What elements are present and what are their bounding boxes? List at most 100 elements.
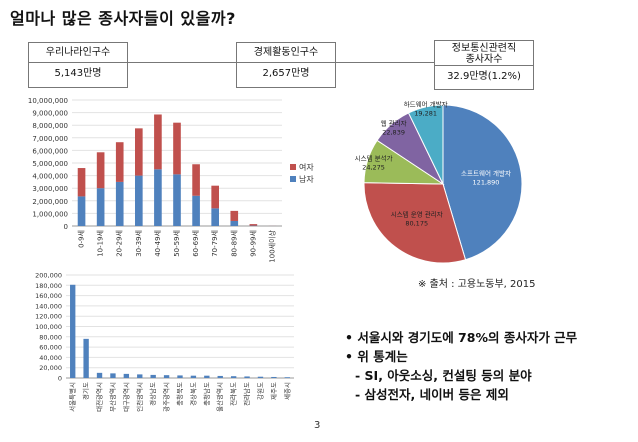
box-connector bbox=[128, 62, 236, 63]
y-tick-label: 9,000,000 bbox=[32, 110, 68, 118]
x-tick-label: 80-89세 bbox=[229, 230, 238, 257]
y-tick-label: 60,000 bbox=[39, 344, 62, 352]
pie-slice bbox=[442, 104, 523, 261]
legend-label: 여자 bbox=[299, 162, 314, 172]
pie-slice-label: 소프트웨어 개발자 bbox=[461, 169, 511, 178]
pie-slice-value: 24,275 bbox=[362, 163, 385, 171]
bar-남자 bbox=[230, 220, 239, 226]
bar-region bbox=[271, 376, 277, 378]
y-tick-label: 7,000,000 bbox=[32, 135, 68, 143]
bullet-item: • 위 통계는 bbox=[345, 349, 408, 364]
bar-region bbox=[70, 284, 76, 378]
bar-여자 bbox=[154, 114, 162, 170]
bullet-list: • 서울시와 경기도에 78%의 종사자가 근무 • 위 통계는 - SI, 아… bbox=[345, 328, 577, 404]
x-tick-label: 90-99세 bbox=[248, 230, 257, 257]
y-tick-label: 10,000,000 bbox=[28, 97, 68, 105]
y-tick-label: 180,000 bbox=[35, 282, 62, 290]
economic-population-box: 경제활동인구수 2,657만명 bbox=[236, 42, 336, 88]
bar-여자 bbox=[192, 164, 200, 196]
bar-region bbox=[96, 372, 103, 378]
bullet-subitem: - 삼성전자, 네이버 등은 제외 bbox=[355, 387, 509, 402]
pie-slice-label: 시스템 분석가 bbox=[355, 153, 393, 162]
y-tick-label: 5,000,000 bbox=[32, 160, 68, 168]
bar-region bbox=[110, 373, 116, 378]
x-tick-label: 100세이상 bbox=[267, 229, 276, 262]
bar-region bbox=[244, 376, 250, 378]
x-tick-label: 10-19세 bbox=[96, 230, 105, 257]
bar-region bbox=[163, 375, 170, 378]
bar-region bbox=[217, 375, 223, 378]
x-tick-label: 대구광역시 bbox=[121, 382, 130, 412]
bar-여자 bbox=[230, 210, 239, 221]
x-tick-label: 40-49세 bbox=[153, 230, 162, 257]
x-tick-label: 70-79세 bbox=[210, 230, 219, 257]
x-tick-label: 경기도 bbox=[81, 382, 90, 400]
bar-region bbox=[137, 374, 143, 378]
pie-slice-value: 22,839 bbox=[382, 129, 405, 137]
population-box: 우리나라인구수 5,143만명 bbox=[28, 42, 128, 88]
bar-남자 bbox=[135, 175, 143, 226]
ict-workers-label-line1: 정보통신관련직 bbox=[451, 43, 517, 54]
x-tick-label: 충청북도 bbox=[175, 382, 184, 406]
y-tick-label: 4,000,000 bbox=[32, 173, 68, 181]
bar-남자 bbox=[115, 181, 124, 226]
pie-slice-label: 하드웨어 개발자 bbox=[404, 100, 448, 109]
y-tick-label: 160,000 bbox=[35, 292, 62, 300]
y-tick-label: 100,000 bbox=[35, 323, 62, 331]
x-tick-label: 광주광역시 bbox=[162, 382, 171, 412]
pie-slice bbox=[407, 104, 444, 185]
legend-label: 남자 bbox=[299, 175, 314, 184]
bar-여자 bbox=[249, 224, 258, 226]
bar-남자 bbox=[211, 208, 219, 226]
bar-region bbox=[123, 373, 130, 378]
x-tick-label: 울산광역시 bbox=[215, 382, 224, 412]
bar-남자 bbox=[77, 196, 86, 226]
region-workers-chart: 0 20,000 40,000 60,000 80,000 100,000 120,000 1… bbox=[35, 272, 294, 412]
x-tick-label: 강원도 bbox=[255, 382, 264, 400]
bar-region bbox=[177, 375, 183, 378]
box-connector bbox=[336, 62, 434, 63]
x-tick-label: 세종시 bbox=[282, 382, 291, 400]
y-tick-label: 120,000 bbox=[35, 313, 62, 321]
x-tick-label: 경상북도 bbox=[188, 382, 197, 406]
x-tick-label: 30-39세 bbox=[134, 230, 143, 257]
bar-region bbox=[257, 376, 264, 378]
bar-여자 bbox=[96, 152, 105, 189]
y-tick-label: 3,000,000 bbox=[32, 185, 68, 193]
x-tick-label: 대전광역시 bbox=[95, 382, 104, 412]
pie-slice-label: 시스템 운영 관리자 bbox=[391, 210, 443, 219]
bullet-item: • 서울시와 경기도에 78%의 종사자가 근무 bbox=[345, 330, 578, 345]
bar-남자 bbox=[154, 169, 162, 226]
population-label: 우리나라인구수 bbox=[29, 43, 127, 63]
pie-slice-label: 웹 관리자 bbox=[381, 119, 407, 128]
bar-여자 bbox=[115, 142, 124, 182]
x-tick-label: 0-9세 bbox=[77, 230, 86, 248]
pie-slice bbox=[363, 182, 467, 264]
bar-남자 bbox=[192, 195, 200, 226]
ict-workers-label-line2: 종사자수 bbox=[465, 54, 503, 65]
bar-region bbox=[83, 338, 89, 378]
pie-slice-value: 121,890 bbox=[473, 179, 500, 187]
y-tick-label: 8,000,000 bbox=[32, 122, 68, 130]
y-tick-label: 0 bbox=[58, 375, 62, 383]
population-value: 5,143만명 bbox=[54, 68, 102, 79]
source-note: ※ 출처 : 고용노동부, 2015 bbox=[418, 279, 536, 290]
x-tick-label: 부산광역시 bbox=[108, 382, 117, 412]
bar-region bbox=[230, 376, 237, 378]
economic-population-value: 2,657만명 bbox=[262, 68, 310, 79]
bar-남자 bbox=[96, 188, 105, 226]
y-tick-label: 80,000 bbox=[39, 333, 62, 341]
bar-region bbox=[150, 374, 156, 378]
ict-workers-box: 정보통신관련직 종사자수 32.9만명(1.2%) bbox=[434, 40, 534, 90]
y-tick-label: 40,000 bbox=[39, 354, 62, 362]
bar-region bbox=[190, 375, 197, 378]
x-tick-label: 50-59세 bbox=[172, 230, 181, 257]
page-title: 얼마나 많은 종사자들이 있을까? bbox=[10, 9, 236, 28]
x-tick-label: 60-69세 bbox=[191, 230, 200, 257]
ict-workers-value: 32.9만명(1.2%) bbox=[447, 71, 521, 82]
bar-여자 bbox=[211, 185, 219, 209]
bar-여자 bbox=[135, 128, 143, 176]
x-tick-label: 20-29세 bbox=[115, 230, 124, 257]
bar-region bbox=[204, 375, 210, 378]
